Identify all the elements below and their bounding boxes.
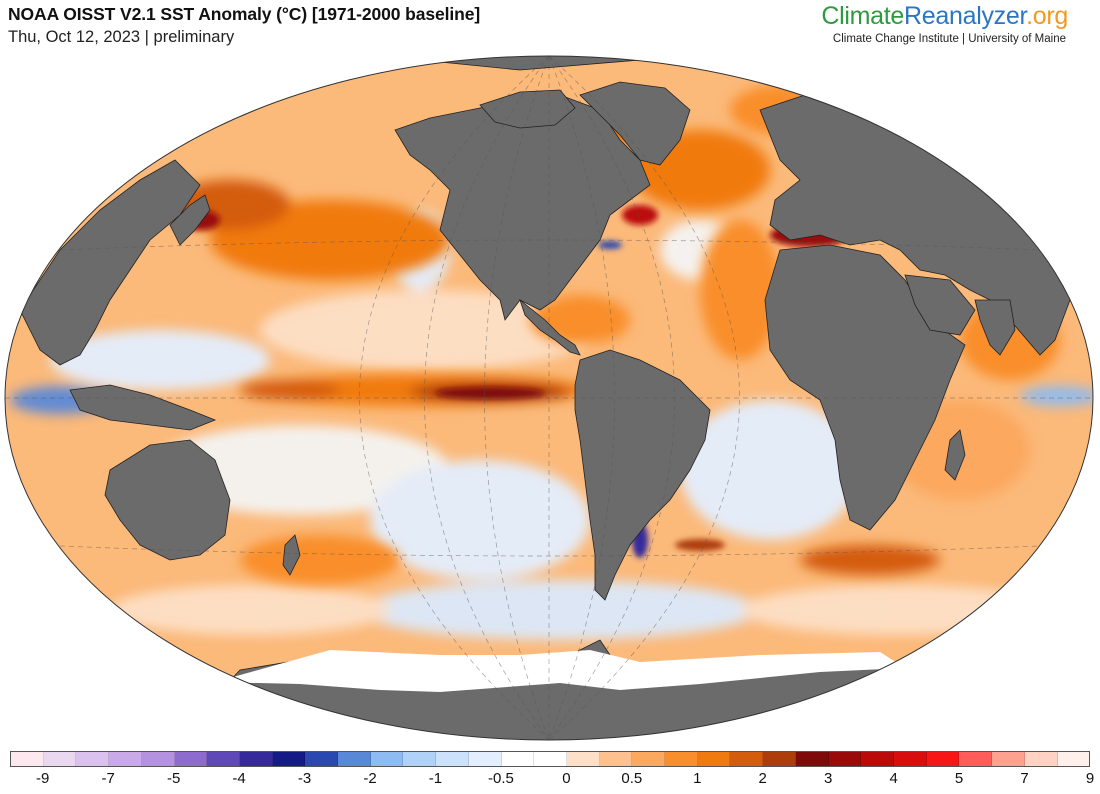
landmass-east-asia [19, 159, 201, 366]
color-scale-tick-label: 4 [889, 770, 898, 787]
color-scale-swatch [370, 752, 404, 766]
color-scale-swatch [992, 752, 1025, 766]
color-scale-swatch [436, 752, 469, 766]
map-title: NOAA OISST V2.1 SST Anomaly (°C) [1971-2… [8, 4, 481, 24]
landmass-greenland [579, 81, 691, 166]
landmass-arabia [904, 274, 976, 336]
color-scale-swatch [861, 752, 894, 766]
color-scale-tick-label: -5 [166, 770, 181, 787]
landmass-south-america [574, 349, 711, 601]
color-scale-swatch [730, 752, 764, 766]
color-scale-tick-label: -0.5 [487, 770, 514, 787]
landmass-new-zealand [282, 534, 301, 576]
landmass-madagascar [944, 429, 966, 481]
landmass-maritime-southeast-asia [69, 384, 217, 431]
color-scale-tick-label: -3 [297, 770, 312, 787]
color-scale-swatch [207, 752, 240, 766]
color-scale-swatch [959, 752, 993, 766]
color-scale-swatch [239, 752, 273, 766]
color-scale-swatch [76, 752, 110, 766]
color-scale-tick-label: -2 [363, 770, 377, 787]
color-scale-swatch [468, 752, 502, 766]
color-scale-ticks: -9 -7 -5 -4 -3 -2 -1 -0.5 0 0.5 1 2 3 4 5 7 9 [10, 770, 1094, 792]
color-scale-swatch [795, 752, 829, 766]
color-scale-swatch [501, 752, 535, 766]
color-scale-swatch [1057, 752, 1090, 766]
map-outline [4, 55, 1094, 741]
color-scale-tick-label: 9 [1085, 770, 1095, 787]
color-scale-tick-label: -9 [36, 770, 50, 787]
color-scale-tick-label: 0 [562, 770, 571, 787]
color-scale-swatch [272, 752, 306, 766]
color-scale-swatch [632, 752, 666, 766]
landmass-africa [764, 244, 966, 531]
color-scale-bar [10, 751, 1090, 767]
brand-logo-part-reanalyzer: Reanalyzer [904, 2, 1027, 30]
color-scale-tick-label: 7 [1020, 770, 1029, 787]
brand-logo-part-org: .org [1026, 2, 1068, 30]
color-scale-swatch [665, 752, 698, 766]
color-scale-swatch [763, 752, 796, 766]
color-scale-swatch [566, 752, 600, 766]
color-scale-swatch [305, 752, 339, 766]
color-scale-swatch [403, 752, 437, 766]
color-scale-tick-label: 2 [758, 770, 767, 787]
landmass-central-america [519, 298, 581, 356]
color-scale-tick-label: 3 [824, 770, 833, 787]
landmass-australia [104, 439, 231, 561]
antarctic-sea-ice [215, 650, 905, 692]
color-scale-tick-label: 0.5 [621, 770, 643, 787]
sst-anomaly-map [4, 55, 1094, 741]
color-scale-swatch [338, 752, 371, 766]
color-scale-swatch [43, 752, 77, 766]
color-scale-tick-label: 5 [954, 770, 964, 787]
color-scale-swatch [893, 752, 927, 766]
color-scale-swatch [697, 752, 731, 766]
color-scale-tick-label: 1 [693, 770, 702, 787]
color-scale-swatch [141, 752, 175, 766]
landmass-india [974, 299, 1016, 356]
color-scale-swatch [11, 752, 44, 766]
brand-logo-part-climate: Climate [821, 2, 905, 30]
color-scale-tick-label: -1 [428, 770, 443, 787]
graticule [5, 56, 1093, 740]
color-scale-swatch [828, 752, 862, 766]
color-scale-swatch [1024, 752, 1058, 766]
brand-logo[interactable]: ClimateReanalyzer.org [821, 2, 1068, 31]
color-scale-swatch [174, 752, 208, 766]
color-scale-swatch [599, 752, 633, 766]
map-date-subtitle: Thu, Oct 12, 2023 | preliminary [8, 28, 235, 46]
landmass-japan [169, 194, 211, 246]
brand-tagline: Climate Change Institute | University of… [832, 33, 1066, 45]
color-scale-swatch [109, 752, 142, 766]
color-scale-tick-label: -7 [101, 770, 115, 787]
color-scale-swatch [926, 752, 960, 766]
color-scale-tick-label: -4 [232, 770, 246, 787]
landmass-canadian-arctic [479, 89, 576, 129]
color-scale-swatch [534, 752, 567, 766]
